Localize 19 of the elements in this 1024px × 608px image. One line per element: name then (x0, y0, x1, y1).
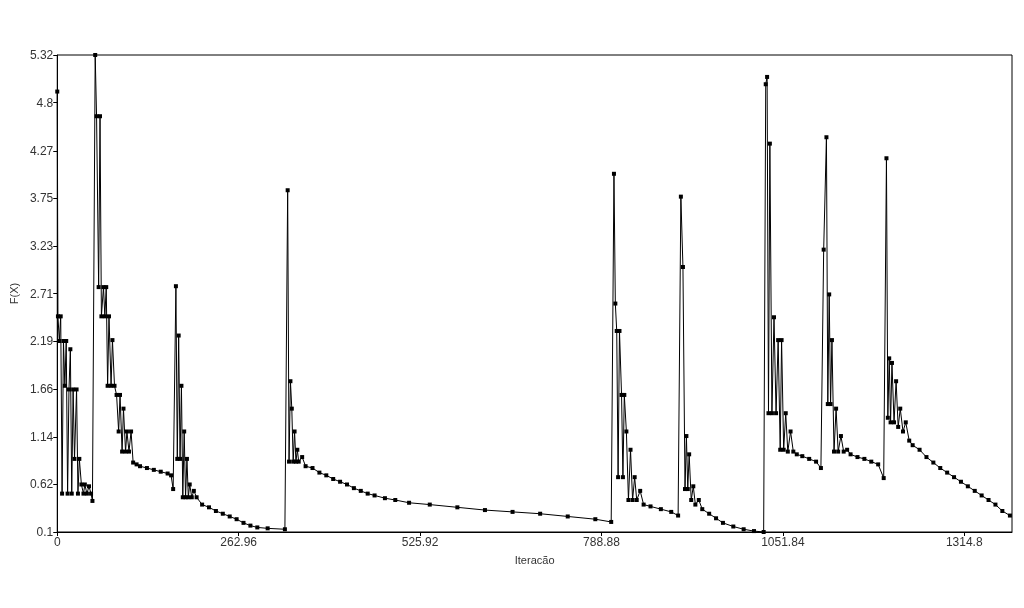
y-tick-label: 0.62 (29, 477, 54, 492)
y-tick-label: 4.27 (29, 143, 54, 158)
y-tick-label: 5.32 (29, 48, 54, 62)
y-tick-label: 4.8 (36, 95, 54, 110)
x-tick-label: 262.96 (220, 535, 258, 549)
y-tick-label: 0.1 (36, 525, 54, 539)
x-tick-label: 1314.8 (945, 535, 983, 549)
y-tick-label: 1.14 (29, 429, 54, 444)
y-axis-title: F(X) (7, 282, 20, 305)
y-tick-label: 2.19 (29, 334, 54, 349)
x-tick-label: 0 (53, 535, 61, 549)
y-tick-label: 3.75 (29, 191, 54, 206)
x-tick-label: 1051.84 (761, 535, 805, 549)
y-tick-label: 3.23 (29, 238, 54, 253)
y-tick-label: 2.71 (29, 286, 54, 301)
x-tick-label: 788.88 (583, 535, 621, 549)
x-axis-title: Iteracão (514, 553, 555, 566)
x-tick-label: 525.92 (401, 535, 439, 549)
y-tick-label: 1.66 (29, 382, 54, 397)
